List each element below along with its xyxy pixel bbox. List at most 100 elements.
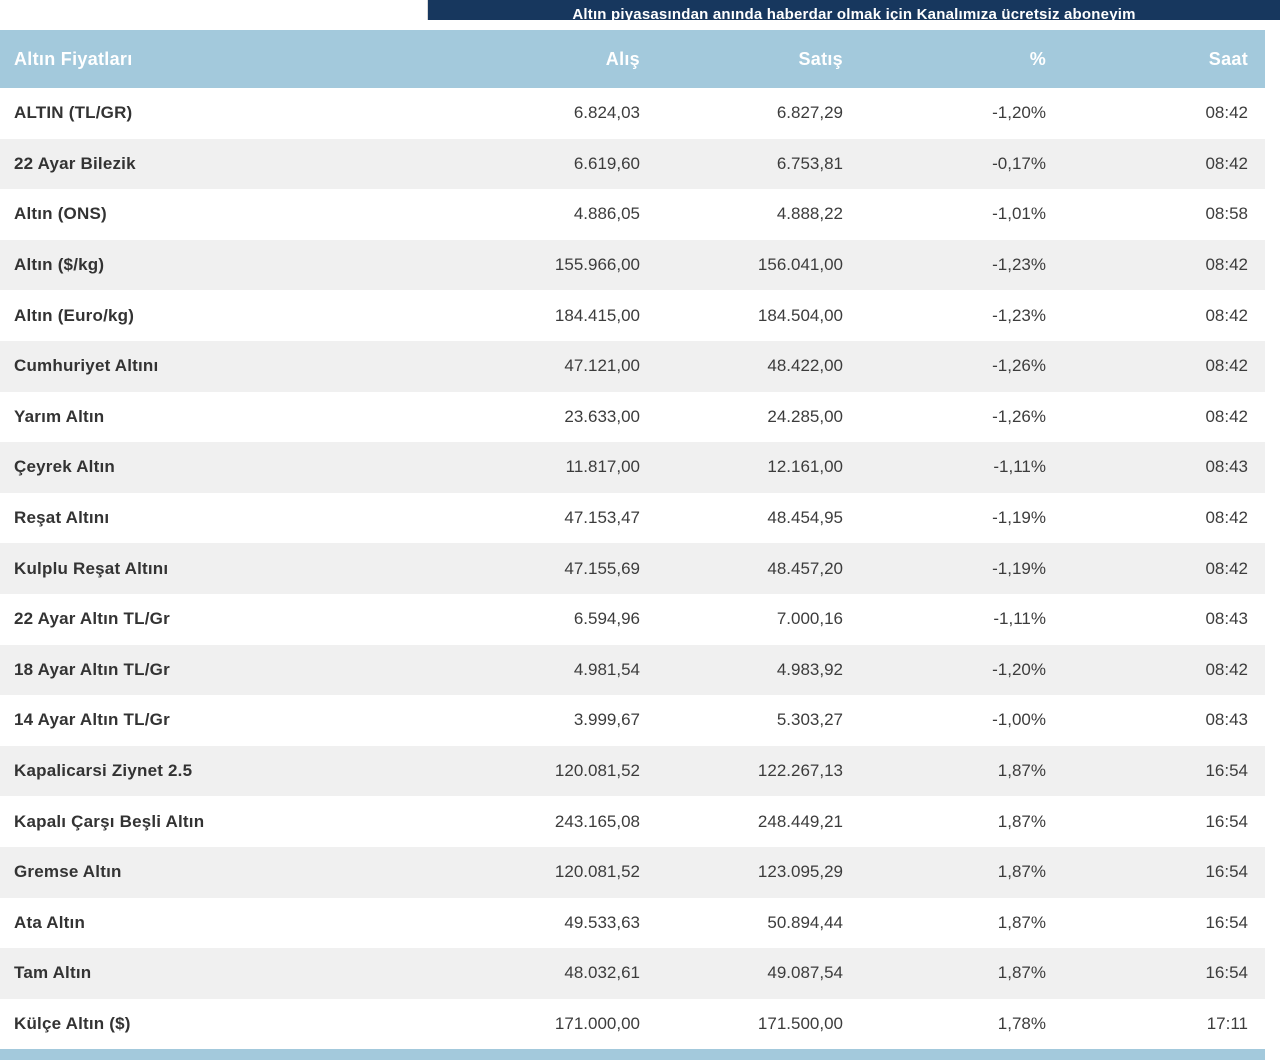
- table-row: 22 Ayar Altın TL/Gr 6.594,96 7.000,16 -1…: [0, 594, 1265, 645]
- update-time: 17:11: [1206, 1013, 1248, 1033]
- change-percent: -1,20%: [992, 659, 1046, 679]
- top-strip-blank: [0, 0, 428, 20]
- sell-price: 4.983,92: [776, 659, 843, 679]
- sell-price: 48.457,20: [767, 558, 843, 578]
- buy-price: 47.155,69: [564, 558, 640, 578]
- update-time: 08:58: [1205, 204, 1248, 224]
- buy-price: 171.000,00: [554, 1013, 640, 1033]
- table-row: Gremse Altın 120.081,52 123.095,29 1,87%…: [0, 846, 1265, 898]
- spacer: [0, 20, 1280, 30]
- table-row: 22 Ayar Bilezik 6.619,60 6.753,81 -0,17%…: [0, 138, 1265, 190]
- instrument-name: Yarım Altın: [14, 406, 105, 426]
- change-percent: -1,00%: [992, 710, 1046, 730]
- table-row: Ata Altın 49.533,63 50.894,44 1,87% 16:5…: [0, 898, 1265, 949]
- table-row: ALTIN (TL/GR) 6.824,03 6.827,29 -1,20% 0…: [0, 88, 1265, 139]
- update-time: 08:43: [1205, 457, 1248, 477]
- buy-price: 11.817,00: [565, 457, 640, 477]
- update-time: 08:42: [1205, 659, 1248, 679]
- subscribe-banner-link[interactable]: Altın piyasasından anında haberdar olmak…: [428, 0, 1280, 20]
- table-row: Kulplu Reşat Altını 47.155,69 48.457,20 …: [0, 543, 1265, 594]
- buy-price: 120.081,52: [554, 761, 640, 781]
- update-time: 08:42: [1205, 356, 1248, 376]
- buy-price: 49.533,63: [564, 912, 640, 932]
- table-row: 14 Ayar Altın TL/Gr 3.999,67 5.303,27 -1…: [0, 695, 1265, 746]
- sell-price: 7.000,16: [776, 609, 843, 629]
- buy-price: 48.032,61: [564, 963, 640, 983]
- table-row: Altın (Euro/kg) 184.415,00 184.504,00 -1…: [0, 290, 1265, 341]
- change-percent: 1,87%: [997, 963, 1046, 983]
- top-strip: Altın piyasasından anında haberdar olmak…: [0, 0, 1280, 20]
- table-row: Tam Altın 48.032,61 49.087,54 1,87% 16:5…: [0, 948, 1265, 999]
- header-sell: Satış: [640, 30, 843, 88]
- instrument-name: ALTIN (TL/GR): [14, 103, 133, 123]
- sell-price: 49.087,54: [767, 963, 843, 983]
- buy-price: 4.886,05: [573, 204, 640, 224]
- sell-price: 156.041,00: [757, 255, 843, 275]
- instrument-name: 22 Ayar Bilezik: [14, 153, 136, 173]
- instrument-name: 22 Ayar Altın TL/Gr: [14, 609, 170, 629]
- bottom-bar: [0, 1049, 1265, 1060]
- sell-price: 48.454,95: [767, 508, 843, 528]
- change-percent: -1,19%: [992, 558, 1046, 578]
- update-time: 08:42: [1205, 406, 1248, 426]
- table-row: Cumhuriyet Altını 47.121,00 48.422,00 -1…: [0, 340, 1265, 392]
- update-time: 16:54: [1205, 963, 1248, 983]
- change-percent: 1,87%: [997, 862, 1046, 882]
- instrument-name: 18 Ayar Altın TL/Gr: [14, 659, 170, 679]
- table-row: Yarım Altın 23.633,00 24.285,00 -1,26% 0…: [0, 392, 1265, 443]
- buy-price: 3.999,67: [573, 710, 640, 730]
- update-time: 08:42: [1205, 255, 1248, 275]
- sell-price: 184.504,00: [757, 305, 843, 325]
- buy-price: 47.121,00: [564, 356, 640, 376]
- header-buy: Alış: [345, 30, 640, 88]
- sell-price: 4.888,22: [776, 204, 843, 224]
- update-time: 16:54: [1205, 862, 1248, 882]
- table-row: Altın (ONS) 4.886,05 4.888,22 -1,01% 08:…: [0, 189, 1265, 240]
- header-time: Saat: [1046, 30, 1265, 88]
- instrument-name: Kapalı Çarşı Beşli Altın: [14, 811, 205, 831]
- table-row: Çeyrek Altın 11.817,00 12.161,00 -1,11% …: [0, 442, 1265, 493]
- table-row: Altın ($/kg) 155.966,00 156.041,00 -1,23…: [0, 239, 1265, 291]
- update-time: 08:43: [1205, 609, 1248, 629]
- sell-price: 6.827,29: [776, 103, 843, 123]
- change-percent: 1,87%: [997, 912, 1046, 932]
- sell-price: 24.285,00: [767, 406, 843, 426]
- instrument-name: Reşat Altını: [14, 508, 110, 528]
- header-row: Altın Fiyatları Alış Satış % Saat: [0, 30, 1265, 88]
- table-header: Altın Fiyatları Alış Satış % Saat: [0, 30, 1265, 88]
- change-percent: 1,87%: [997, 811, 1046, 831]
- instrument-name: 14 Ayar Altın TL/Gr: [14, 710, 170, 730]
- instrument-name: Külçe Altın ($): [14, 1013, 131, 1033]
- instrument-name: Cumhuriyet Altını: [14, 356, 159, 376]
- header-change: %: [843, 30, 1046, 88]
- gold-prices-table: Altın Fiyatları Alış Satış % Saat ALTIN …: [0, 30, 1265, 1049]
- change-percent: -1,19%: [992, 508, 1046, 528]
- instrument-name: Gremse Altın: [14, 862, 122, 882]
- buy-price: 4.981,54: [573, 659, 640, 679]
- header-name: Altın Fiyatları: [0, 30, 345, 88]
- change-percent: -1,01%: [992, 204, 1046, 224]
- buy-price: 6.824,03: [573, 103, 640, 123]
- change-percent: -1,23%: [992, 255, 1046, 275]
- buy-price: 6.619,60: [573, 153, 640, 173]
- update-time: 08:42: [1205, 558, 1248, 578]
- instrument-name: Tam Altın: [14, 963, 92, 983]
- table-row: 18 Ayar Altın TL/Gr 4.981,54 4.983,92 -1…: [0, 644, 1265, 696]
- instrument-name: Altın (ONS): [14, 204, 107, 224]
- buy-price: 6.594,96: [573, 609, 640, 629]
- table-row: Kapalicarsi Ziynet 2.5 120.081,52 122.26…: [0, 745, 1265, 797]
- sell-price: 5.303,27: [776, 710, 843, 730]
- price-table-body: ALTIN (TL/GR) 6.824,03 6.827,29 -1,20% 0…: [0, 88, 1265, 1049]
- buy-price: 47.153,47: [564, 508, 640, 528]
- instrument-name: Ata Altın: [14, 912, 86, 932]
- instrument-name: Kulplu Reşat Altını: [14, 558, 169, 578]
- change-percent: 1,87%: [997, 761, 1046, 781]
- sell-price: 50.894,44: [767, 912, 843, 932]
- instrument-name: Çeyrek Altın: [14, 457, 115, 477]
- buy-price: 23.633,00: [564, 406, 640, 426]
- change-percent: -1,23%: [992, 305, 1046, 325]
- change-percent: 1,78%: [997, 1013, 1046, 1033]
- sell-price: 122.267,13: [757, 761, 843, 781]
- update-time: 16:54: [1205, 761, 1248, 781]
- sell-price: 123.095,29: [757, 862, 843, 882]
